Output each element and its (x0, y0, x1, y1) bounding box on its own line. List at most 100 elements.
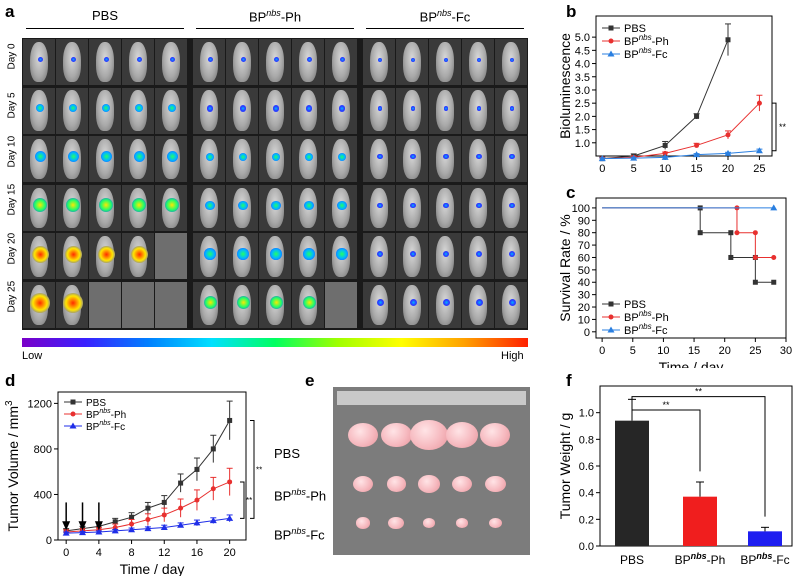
signal-spot (99, 198, 113, 213)
mouse-image (23, 39, 55, 85)
mouse-image (292, 233, 324, 280)
signal-spot (410, 105, 416, 111)
mouse-image (89, 184, 121, 231)
data-point (608, 25, 614, 31)
group-underline (26, 28, 184, 29)
data-point (734, 230, 740, 236)
legend-label-part: BP (86, 410, 100, 421)
legend-label-part: nbs (639, 309, 652, 318)
data-point (661, 153, 669, 160)
mouse-image (363, 282, 395, 328)
signal-spot (337, 200, 347, 211)
mouse-image (226, 233, 258, 280)
data-point (178, 480, 184, 486)
x-tick-label: 8 (129, 547, 135, 559)
mouse-image (495, 233, 527, 280)
mouse-image (259, 136, 291, 183)
signal-spot (239, 104, 247, 112)
data-point (111, 527, 119, 534)
y-tick-label: 0.6 (579, 461, 594, 473)
mouse-image (259, 184, 291, 231)
signal-spot (133, 151, 145, 163)
x-axis-label: Time / day (659, 359, 724, 368)
mouse-image (89, 233, 121, 280)
mouse-body (469, 41, 487, 83)
data-point (728, 254, 734, 260)
signal-spot (135, 104, 143, 113)
data-point (728, 230, 734, 236)
y-tick-label: 5.0 (575, 32, 590, 44)
x-tick-label: 15 (690, 163, 702, 175)
signal-spot (378, 57, 382, 62)
y-tick-label: 20 (578, 302, 590, 314)
signal-spot (205, 152, 215, 161)
panel-letter-e: e (305, 371, 315, 390)
mouse-image (363, 136, 395, 183)
signal-spot (169, 57, 175, 63)
data-point (193, 519, 201, 526)
y-tick-label: 40 (578, 277, 590, 289)
data-point (194, 466, 200, 472)
significance-bracket (631, 409, 701, 472)
mouse-body (370, 41, 388, 83)
signal-spot (238, 152, 248, 161)
mouse-body (332, 41, 350, 83)
mouse-image (325, 39, 357, 85)
signal-spot (337, 152, 347, 161)
mouse-image (429, 39, 461, 85)
tumor (410, 419, 448, 451)
x-axis-label: Time / day (120, 561, 185, 576)
mouse-image (429, 87, 461, 134)
signal-spot (130, 245, 148, 263)
tumor (386, 476, 406, 492)
mouse-image (325, 87, 357, 134)
data-point (177, 521, 185, 528)
legend-label-part: nbs (639, 322, 652, 331)
legend-label-part: BP (86, 422, 100, 433)
mouse-image (462, 282, 494, 328)
signal-spot (302, 296, 316, 310)
mouse-image (363, 87, 395, 134)
plot-frame (57, 391, 247, 541)
mouse-image (89, 282, 121, 328)
signal-spot (236, 296, 250, 310)
signal-spot (70, 57, 76, 63)
signal-spot (509, 202, 515, 209)
category-part: -Fc (772, 553, 789, 567)
y-tick-label: 3.0 (575, 85, 590, 97)
data-point (69, 422, 77, 429)
signal-spot (376, 250, 384, 258)
mouse-image (325, 184, 357, 231)
panel-letter-a: a (5, 2, 15, 21)
signal-spot (270, 248, 282, 260)
signal-spot (33, 198, 47, 213)
signal-spot (36, 104, 44, 113)
data-point (145, 505, 151, 511)
signal-spot (273, 57, 279, 63)
data-point (607, 50, 615, 57)
data-point (662, 142, 668, 148)
significance-bracket (772, 102, 777, 152)
x-tick-label: 15 (688, 345, 700, 357)
significance-label: ** (256, 465, 262, 474)
day-label: Day 5 (6, 92, 18, 119)
mouse-image (226, 184, 258, 231)
data-point (144, 525, 152, 532)
legend-label-part: -Fc (652, 325, 668, 337)
x-tick-label: 20 (719, 345, 731, 357)
signal-spot (304, 200, 314, 211)
data-point (227, 479, 233, 485)
x-axis-label: Time / day (652, 177, 717, 180)
data-point (70, 399, 76, 405)
mouse-image (325, 233, 357, 280)
data-point (771, 279, 777, 285)
tumor-row-label-sup: nbs (291, 526, 306, 536)
y-axis-label: Survival Rate / % (557, 214, 573, 321)
y-axis-label: Bioluminescence (557, 33, 573, 139)
group-label-pbs: PBS (22, 8, 188, 23)
signal-spot (34, 151, 46, 163)
data-point (608, 314, 614, 320)
x-category-label: BPnbs-Ph (675, 551, 726, 567)
mouse-image (23, 136, 55, 183)
legend-label-part: -Fc (652, 49, 668, 61)
